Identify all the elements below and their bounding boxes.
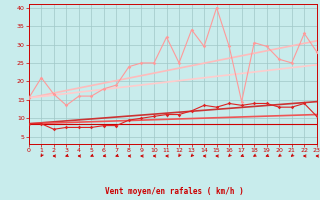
Text: Vent moyen/en rafales ( km/h ): Vent moyen/en rafales ( km/h ) bbox=[105, 187, 244, 196]
